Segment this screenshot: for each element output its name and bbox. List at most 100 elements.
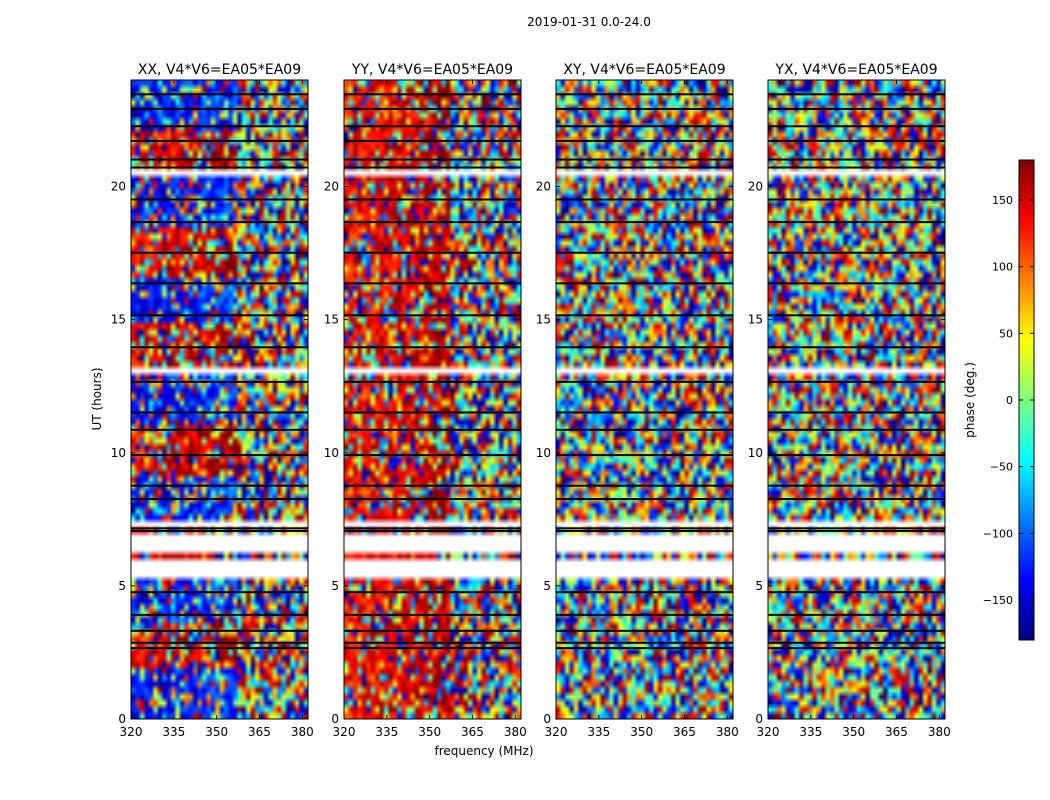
flag-stripe (768, 166, 945, 169)
flag-stripe (556, 282, 733, 285)
x-tick-label: 380 (716, 725, 739, 739)
flag-stripe (344, 107, 521, 110)
x-tick-label: 350 (418, 725, 441, 739)
flag-stripe (131, 641, 308, 644)
flag-stripe (768, 125, 945, 128)
x-tick-label: 380 (504, 725, 527, 739)
flag-stripe (344, 282, 521, 285)
x-tick-label: 335 (375, 725, 398, 739)
flag-stripe (768, 198, 945, 201)
x-tick-label: 365 (673, 725, 696, 739)
phase-heatmap (556, 80, 733, 719)
flag-stripe (344, 314, 521, 317)
flag-stripe (768, 93, 945, 96)
flag-stripe (344, 647, 521, 650)
flag-stripe (344, 158, 521, 161)
flag-stripe (131, 346, 308, 349)
flag-stripe (344, 221, 521, 224)
y-tick-label: 15 (748, 313, 763, 327)
colorbar-tick-label: −50 (990, 461, 1013, 474)
flag-stripe (344, 125, 521, 128)
axes-frame (343, 79, 522, 720)
y-tick-label: 15 (536, 313, 551, 327)
panel-title: YY, V4*V6=EA05*EA09 (351, 62, 513, 78)
panel-yy: YY, V4*V6=EA05*EA09 320 335 350 365 380 0 5 10 15… (324, 62, 527, 739)
flag-stripe (556, 529, 733, 532)
flag-stripe (556, 411, 733, 414)
flag-stripe (556, 591, 733, 594)
flag-stripe (768, 411, 945, 414)
flag-stripe (556, 166, 733, 169)
flag-stripe (556, 93, 733, 96)
colorbar-label: phase (deg.) (963, 362, 977, 438)
flag-stripe (556, 198, 733, 201)
panel-xx: XX, V4*V6=EA05*EA09 320 335 350 365 380 0 5 10 15… (111, 62, 314, 739)
flag-stripe (131, 591, 308, 594)
flag-stripe (344, 198, 521, 201)
figure-suptitle: 2019-01-31 0.0-24.0 (527, 15, 651, 29)
y-tick-label: 10 (111, 446, 126, 460)
flag-stripe (556, 629, 733, 632)
x-tick-label: 365 (461, 725, 484, 739)
flag-stripe (344, 484, 521, 487)
flag-stripe (768, 647, 945, 650)
colorbar-tick-label: −100 (983, 527, 1013, 540)
flag-stripe (768, 613, 945, 616)
y-tick-label: 10 (748, 446, 763, 460)
flag-stripe (131, 380, 308, 383)
x-tick-label: 380 (928, 725, 951, 739)
flag-stripe (768, 282, 945, 285)
flag-stripe (131, 251, 308, 254)
flag-stripe (344, 380, 521, 383)
flag-stripe (768, 380, 945, 383)
y-tick-label: 15 (111, 313, 126, 327)
flag-stripe (344, 346, 521, 349)
flag-stripe (344, 93, 521, 96)
flag-stripe (556, 641, 733, 644)
flag-stripe (131, 107, 308, 110)
axes-frame (555, 79, 734, 720)
flag-stripe (344, 411, 521, 414)
panel-title: XX, V4*V6=EA05*EA09 (138, 62, 301, 78)
y-tick-label: 0 (118, 712, 126, 726)
flag-stripe (556, 484, 733, 487)
x-tick-label: 320 (545, 725, 568, 739)
flag-stripe (131, 529, 308, 532)
flag-stripe (768, 314, 945, 317)
flag-stripe (556, 498, 733, 501)
flag-stripe (768, 591, 945, 594)
flag-stripe (556, 346, 733, 349)
x-tick-label: 320 (757, 725, 780, 739)
flag-stripe (344, 591, 521, 594)
x-tick-label: 350 (205, 725, 228, 739)
y-tick-label: 15 (324, 313, 339, 327)
flag-stripe (556, 613, 733, 616)
y-tick-label: 20 (748, 180, 763, 194)
flag-stripe (768, 428, 945, 431)
y-tick-label: 5 (331, 579, 339, 593)
flag-stripe (131, 454, 308, 457)
y-tick-label: 10 (536, 446, 551, 460)
flag-stripe (131, 166, 308, 169)
flag-stripe (344, 529, 521, 532)
flag-stripe (768, 454, 945, 457)
flag-stripe (768, 529, 945, 532)
flag-stripe (768, 484, 945, 487)
y-axis-label: UT (hours) (90, 367, 104, 430)
flag-stripe (768, 629, 945, 632)
flag-stripe (768, 158, 945, 161)
y-tick-label: 0 (755, 712, 763, 726)
y-tick-label: 10 (324, 446, 339, 460)
x-axis-label: frequency (MHz) (434, 744, 533, 758)
panel-title: XY, V4*V6=EA05*EA09 (563, 62, 725, 78)
flag-stripe (131, 498, 308, 501)
flag-stripe (131, 613, 308, 616)
phase-heatmap (768, 80, 945, 719)
x-tick-label: 350 (630, 725, 653, 739)
colorbar: 150 100 50 0 −50 −100 −150 phase (deg.) (963, 159, 1035, 641)
y-tick-label: 5 (543, 579, 551, 593)
flag-stripe (556, 158, 733, 161)
y-tick-label: 5 (118, 579, 126, 593)
flag-stripe (344, 166, 521, 169)
